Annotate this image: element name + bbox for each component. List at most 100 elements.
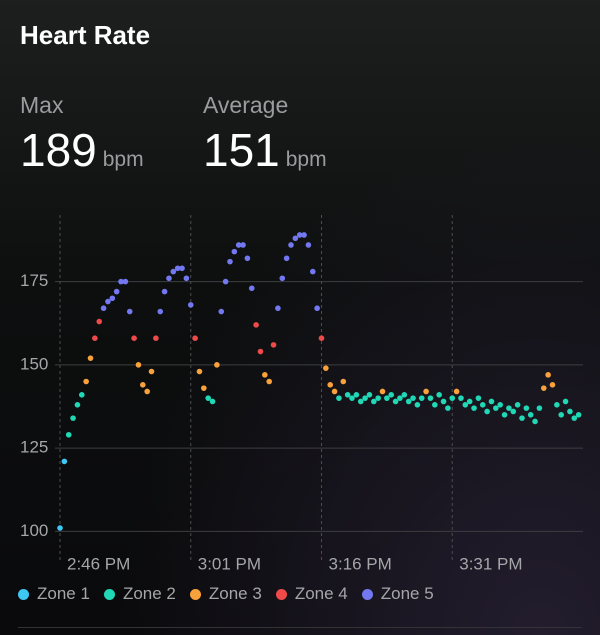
data-point: [475, 395, 482, 401]
data-point: [540, 385, 547, 391]
data-point: [244, 255, 251, 262]
data-point: [423, 388, 429, 395]
data-point: [336, 395, 342, 401]
data-point: [536, 405, 543, 411]
data-point: [183, 275, 190, 282]
data-point: [427, 395, 434, 401]
data-point: [554, 402, 560, 408]
data-point: [462, 402, 469, 408]
data-point: [479, 402, 486, 408]
data-point: [275, 305, 281, 312]
data-point: [157, 308, 164, 315]
data-point: [113, 288, 120, 295]
x-tick-label: 2:46 PM: [67, 554, 130, 573]
data-point: [488, 398, 495, 405]
x-tick-label: 3:01 PM: [198, 554, 261, 573]
data-point: [549, 382, 556, 388]
stat-unit: bpm: [102, 148, 144, 171]
data-point: [140, 382, 146, 388]
y-tick-label: 150: [20, 354, 48, 373]
data-point: [375, 395, 381, 401]
data-point: [166, 275, 172, 282]
data-point: [187, 302, 194, 308]
data-point: [545, 372, 551, 378]
data-point: [397, 395, 403, 401]
data-point: [349, 395, 355, 401]
legend-swatch: [103, 588, 115, 600]
data-point: [57, 525, 63, 531]
data-point: [340, 378, 347, 385]
data-point: [449, 395, 456, 401]
data-point: [458, 395, 464, 401]
data-point: [379, 388, 386, 395]
data-point: [562, 398, 569, 405]
data-point: [266, 378, 273, 385]
legend-item: Zone 2: [103, 584, 176, 604]
data-point: [174, 265, 181, 272]
data-point: [405, 398, 412, 405]
data-point: [231, 248, 238, 255]
data-point: [401, 392, 408, 398]
data-point: [283, 255, 290, 262]
data-point: [209, 398, 216, 405]
data-point: [506, 405, 512, 411]
data-point: [327, 382, 334, 388]
stat-value: 189: [20, 124, 97, 176]
data-point: [471, 405, 477, 411]
data-point: [558, 411, 565, 418]
data-point: [357, 398, 364, 405]
data-point: [78, 392, 85, 398]
data-point: [501, 411, 508, 418]
data-point: [74, 402, 81, 408]
data-point: [153, 335, 159, 342]
data-point: [201, 385, 207, 391]
data-point: [519, 415, 525, 421]
data-point: [432, 402, 438, 408]
data-point: [418, 395, 425, 401]
data-point: [410, 395, 416, 401]
legend: Zone 1 Zone 2 Zone 3 Zone 4 Zone 5: [18, 584, 434, 604]
data-point: [196, 368, 203, 375]
stat-label: Average: [203, 92, 289, 118]
data-point: [392, 398, 399, 405]
data-point: [575, 411, 582, 418]
stat-label: Max: [20, 92, 64, 118]
data-point: [118, 278, 124, 285]
data-point: [235, 242, 242, 248]
legend-item: Zone 3: [189, 584, 262, 604]
data-point: [214, 362, 220, 368]
data-point: [131, 335, 137, 342]
data-point: [61, 458, 68, 465]
data-point: [148, 368, 155, 375]
data-point: [100, 305, 107, 312]
data-point: [248, 285, 255, 292]
data-point: [270, 342, 277, 348]
data-point: [83, 378, 89, 385]
legend-label: Zone 3: [208, 584, 262, 603]
legend-label: Zone 1: [37, 584, 90, 603]
data-point: [205, 395, 211, 401]
legend-swatch: [361, 588, 373, 600]
data-point: [87, 355, 94, 361]
legend-swatch: [275, 588, 287, 600]
data-point: [65, 431, 72, 438]
data-point: [353, 392, 360, 398]
legend-swatch: [189, 588, 201, 600]
data-point: [514, 402, 521, 408]
legend-label: Zone 5: [380, 584, 434, 603]
data-point: [527, 411, 534, 418]
data-point: [510, 408, 517, 415]
stat-value-row: 151 bpm: [203, 123, 327, 177]
legend-item: Zone 1: [18, 584, 90, 604]
data-point: [288, 242, 294, 248]
data-point: [466, 398, 473, 405]
data-point: [122, 278, 129, 285]
x-tick-label: 3:16 PM: [329, 554, 392, 573]
separator: [18, 627, 582, 628]
data-point: [532, 418, 538, 425]
data-point: [436, 392, 442, 398]
data-point: [253, 322, 259, 328]
data-point: [453, 388, 460, 395]
